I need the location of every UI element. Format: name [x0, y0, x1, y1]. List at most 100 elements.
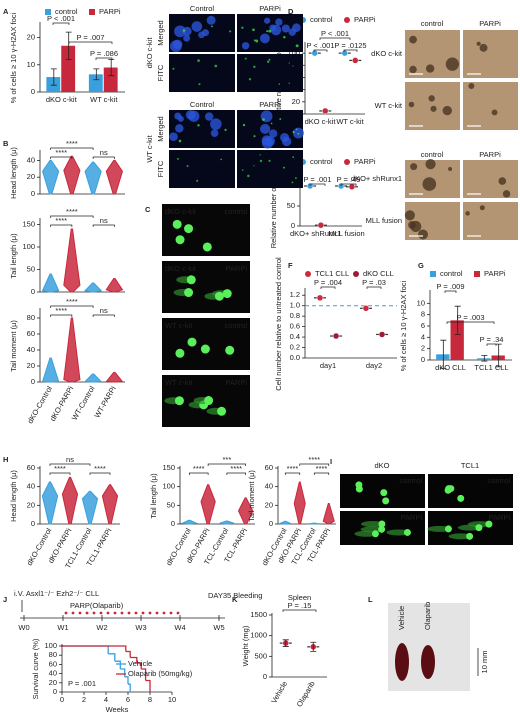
- y-tick-label: 20: [27, 172, 35, 181]
- annotation: ****: [55, 148, 67, 157]
- y-axis-label: Head length (μ): [9, 147, 18, 199]
- x-tick-label: dKO CLL: [435, 363, 466, 372]
- speck: [428, 95, 435, 102]
- y-tick-label: 0: [53, 687, 57, 696]
- speck: [476, 41, 481, 46]
- annotation: ****: [55, 216, 67, 225]
- survival-step: [136, 662, 142, 669]
- y-axis-label: Relative number of colonies: [269, 155, 278, 248]
- violin: [277, 520, 293, 525]
- error-bar: [310, 641, 317, 652]
- y-tick-label: 1.0: [290, 301, 300, 310]
- tile-label: WT c-kit: [165, 321, 193, 330]
- x-axis-label: Weeks: [106, 705, 129, 714]
- y-tick-label: 20: [49, 678, 57, 687]
- dot: [352, 57, 359, 64]
- speck: [408, 101, 415, 108]
- micrograph: [463, 82, 518, 130]
- column-label: control: [421, 150, 444, 159]
- column-label: Vehicle: [397, 606, 406, 630]
- annotation: P = .086: [90, 49, 118, 58]
- speck: [270, 122, 273, 125]
- bracket: [226, 472, 246, 475]
- speck: [211, 25, 213, 28]
- bracket: [50, 156, 73, 159]
- annotation: ****: [94, 464, 106, 473]
- violin: [41, 481, 59, 525]
- y-tick-label: 0: [269, 519, 273, 528]
- panel-letter: I: [330, 457, 332, 466]
- dose-dot: [120, 611, 124, 615]
- micrograph: [405, 202, 460, 240]
- annotation: P = .0125: [334, 41, 366, 50]
- y-tick-label: 100: [287, 48, 300, 57]
- speck: [269, 129, 278, 138]
- tile-treatment: PARPi: [225, 378, 247, 387]
- week-label: W3: [135, 623, 146, 632]
- y-tick-label: 40: [27, 345, 35, 354]
- micrograph: [162, 318, 250, 370]
- y-axis-label: Tail moment (μ): [9, 320, 18, 372]
- annotation: ****: [66, 207, 78, 216]
- bracket: [313, 472, 330, 475]
- speck: [182, 29, 186, 32]
- bracket: [284, 472, 301, 475]
- bracket: [207, 463, 246, 466]
- dose-dot: [162, 611, 166, 615]
- panel-letter: C: [145, 205, 151, 214]
- speck: [248, 78, 252, 81]
- row-label: FITC: [156, 64, 165, 81]
- speck: [198, 83, 201, 86]
- tile-treatment: PARPi: [488, 513, 510, 522]
- annotation: P = .15: [288, 601, 312, 610]
- y-tick-label: 100: [162, 482, 175, 491]
- comet-head: [444, 525, 452, 533]
- bracket: [50, 305, 94, 308]
- legend-label: PARPi: [354, 15, 376, 24]
- error-bar: [50, 68, 57, 86]
- tile-label: WT c-kit: [165, 378, 193, 387]
- y-tick-label: 150: [22, 219, 35, 228]
- y-tick-label: 0.4: [290, 332, 300, 341]
- week-label: W1: [57, 623, 68, 632]
- y-tick-label: 0.0: [290, 353, 300, 362]
- speck: [260, 110, 273, 123]
- bracket: [50, 224, 73, 227]
- panel-letter: F: [288, 261, 293, 270]
- y-tick-label: 0: [31, 287, 35, 296]
- bar: [103, 67, 118, 92]
- speck: [241, 42, 250, 50]
- y-tick-label: 20: [27, 361, 35, 370]
- comet-head: [380, 489, 388, 497]
- violin: [237, 497, 254, 525]
- row-label: MLL fusion: [366, 216, 402, 225]
- speck: [288, 62, 290, 64]
- y-tick-label: 1.2: [290, 290, 300, 299]
- bracket: [320, 286, 336, 289]
- column-label: Control: [190, 4, 215, 13]
- speck: [210, 129, 219, 137]
- row-label: dKO+ shRunx1: [351, 174, 402, 183]
- legend-label: control: [310, 157, 333, 166]
- annotation: ****: [193, 464, 205, 473]
- violin: [63, 317, 81, 383]
- legend-label: control: [55, 7, 78, 16]
- speck: [174, 25, 186, 38]
- tile-treatment: PARPi: [400, 513, 422, 522]
- bar: [477, 358, 491, 360]
- y-tick-label: 1500: [250, 610, 267, 619]
- bar: [88, 74, 103, 92]
- annotation: ****: [230, 464, 242, 473]
- speck: [178, 139, 182, 143]
- x-tick-label: day2: [366, 361, 382, 370]
- speck: [425, 64, 435, 73]
- speck: [297, 132, 300, 135]
- bracket: [92, 156, 115, 159]
- violin: [101, 484, 119, 525]
- x-tick-label: 10: [168, 695, 176, 704]
- y-tick-label: 0: [171, 519, 175, 528]
- x-tick-label: WT c-kit: [90, 95, 118, 104]
- survival-step: [124, 676, 129, 685]
- speck: [176, 157, 179, 160]
- spleen: [421, 645, 435, 679]
